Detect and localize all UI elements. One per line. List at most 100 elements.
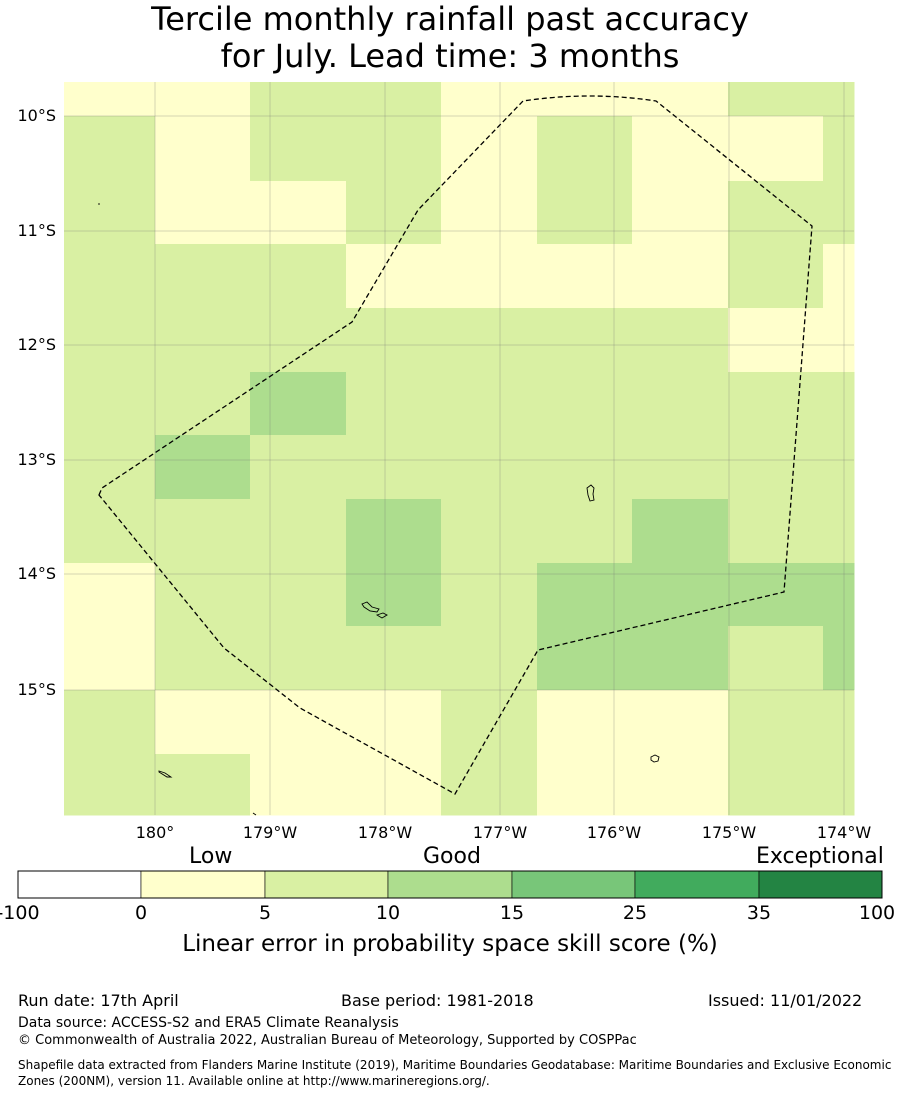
colorbar-segment xyxy=(264,870,389,899)
skill-cell xyxy=(441,563,538,627)
skill-cell xyxy=(64,116,156,182)
skill-cell xyxy=(441,626,538,691)
skill-cell xyxy=(64,754,156,816)
skill-cell xyxy=(537,308,633,373)
skill-cell xyxy=(64,244,156,309)
skill-cell xyxy=(250,499,347,564)
base-period: Base period: 1981-2018 xyxy=(341,991,534,1010)
colorbar-tick: 0 xyxy=(134,902,148,924)
skill-cell xyxy=(823,435,855,500)
colorbar-segment xyxy=(387,870,513,899)
colorbar-frame xyxy=(17,870,883,899)
skill-cell xyxy=(823,244,855,309)
colorbar-segment xyxy=(511,870,636,899)
skill-cell xyxy=(537,435,633,500)
skill-cell xyxy=(155,82,251,117)
skill-cell xyxy=(537,116,633,182)
skill-cell xyxy=(155,626,251,691)
lon-label-175w: 175°W xyxy=(702,823,757,842)
skill-cell xyxy=(823,181,855,245)
axis-labels: 10°S 11°S 12°S 13°S 14°S 15°S 180° 179°W… xyxy=(17,106,871,842)
gridlines xyxy=(64,82,854,815)
skill-cell xyxy=(64,181,156,245)
skill-cell xyxy=(64,372,156,436)
eez-boundary-line xyxy=(98,95,813,795)
skill-cell xyxy=(823,372,855,436)
skill-cell xyxy=(537,244,633,309)
skill-cell xyxy=(632,626,729,691)
skill-cell xyxy=(64,690,156,755)
skill-cell xyxy=(64,82,156,117)
colorbar-segment xyxy=(758,870,883,899)
skill-cell xyxy=(823,499,855,564)
skill-cell xyxy=(441,244,538,309)
skill-cell xyxy=(155,754,251,816)
island-outline xyxy=(650,754,660,763)
skill-cell xyxy=(537,372,633,436)
skill-cell xyxy=(346,754,442,816)
colorbar-axis-title: Linear error in probability space skill … xyxy=(182,931,718,957)
skill-cell xyxy=(632,499,729,564)
skill-cell xyxy=(346,435,442,500)
skill-cell xyxy=(250,435,347,500)
skill-cell xyxy=(155,116,251,182)
skill-cell xyxy=(728,116,824,182)
skill-cell xyxy=(728,499,824,564)
skill-cell xyxy=(250,690,347,755)
skill-cell xyxy=(155,690,251,755)
skill-cell xyxy=(346,82,442,117)
skill-cell xyxy=(728,626,824,691)
lon-label-179w: 179°W xyxy=(243,823,298,842)
lat-label-10s: 10°S xyxy=(17,106,56,125)
lat-label-14s: 14°S xyxy=(17,564,56,583)
skill-cell xyxy=(537,563,633,627)
skill-cell xyxy=(632,308,729,373)
skill-cell xyxy=(64,499,156,564)
skill-cell xyxy=(537,82,632,116)
skill-cell xyxy=(346,499,442,564)
skill-cell xyxy=(346,626,442,691)
skill-cell xyxy=(250,372,347,436)
lon-label-178w: 178°W xyxy=(358,823,413,842)
colorbar-tick: 25 xyxy=(622,902,648,924)
lat-label-11s: 11°S xyxy=(17,221,56,240)
skill-cell xyxy=(823,308,855,373)
skill-cell xyxy=(155,244,251,309)
skill-cell xyxy=(823,626,855,691)
island-outline xyxy=(586,484,595,502)
skill-cell xyxy=(250,244,347,309)
skill-cell xyxy=(155,435,251,500)
skill-cell xyxy=(155,372,251,436)
colorbar-tick: 10 xyxy=(375,902,401,924)
skill-cell xyxy=(346,308,442,373)
lon-label-174w: 174°W xyxy=(817,823,872,842)
colorbar xyxy=(17,870,883,899)
skill-cell xyxy=(728,244,824,309)
skill-cell xyxy=(64,563,156,627)
skill-cell xyxy=(632,372,729,436)
skill-cell xyxy=(632,116,729,182)
skill-cell xyxy=(346,181,442,245)
skill-cell xyxy=(441,499,538,564)
skill-cell xyxy=(632,181,729,245)
skill-cell xyxy=(155,308,251,373)
skill-cell xyxy=(155,181,251,245)
skill-cell xyxy=(64,626,156,691)
island-outline xyxy=(252,812,257,816)
skill-cell xyxy=(346,372,442,436)
skill-cell xyxy=(155,563,251,627)
colorbar-segment xyxy=(140,870,266,899)
skill-cell xyxy=(346,690,442,755)
skill-cell xyxy=(155,499,251,564)
skill-cell xyxy=(250,563,347,627)
colorbar-tick: 15 xyxy=(499,902,525,924)
lon-label-180: 180° xyxy=(136,823,175,842)
skill-cell xyxy=(346,116,442,182)
skill-cell xyxy=(64,435,156,500)
skill-cell xyxy=(823,82,855,117)
skill-cell xyxy=(441,181,538,245)
skill-cell xyxy=(441,754,538,816)
skill-cell xyxy=(823,116,855,182)
map: 10°S 11°S 12°S 13°S 14°S 15°S 180° 179°W… xyxy=(17,82,883,899)
lat-label-15s: 15°S xyxy=(17,680,56,699)
